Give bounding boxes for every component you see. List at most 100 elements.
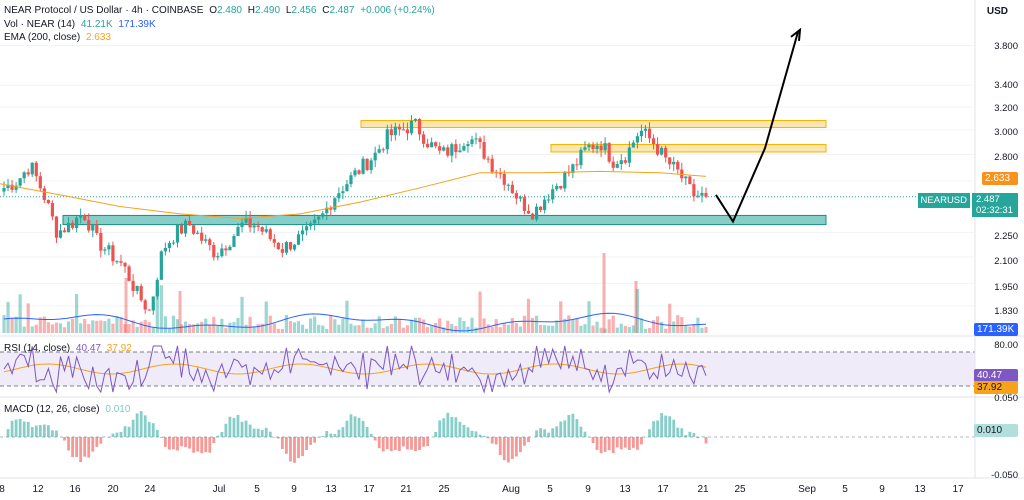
volume-bar: [83, 318, 87, 333]
candle-body: [75, 217, 79, 228]
resistance-zone: [550, 143, 827, 153]
candle-body: [651, 138, 656, 144]
volume-bar: [123, 324, 127, 333]
macd-histogram-bar: [454, 417, 458, 437]
volume-sma-line: [3, 312, 707, 332]
candle-body: [688, 176, 692, 185]
symbol-name: NEAR Protocol / US Dollar: [4, 5, 123, 16]
candle-body: [66, 222, 71, 233]
volume-bar: [619, 323, 623, 333]
macd-histogram-bar: [83, 437, 87, 457]
candle-body: [639, 130, 644, 137]
volume-bar: [178, 291, 182, 333]
price-tick: 1.830: [994, 306, 1018, 317]
volume-bar: [103, 321, 107, 333]
open-label: O: [209, 5, 217, 16]
volume-legend[interactable]: Vol · NEAR (14) 41.21K 171.39K: [4, 18, 159, 31]
macd-histogram-bar: [402, 437, 405, 447]
candle-body: [417, 118, 422, 135]
volume-bar: [655, 316, 660, 333]
symbol-legend[interactable]: NEAR Protocol / US Dollar · 4h · COINBASE …: [4, 5, 435, 16]
volume-bar: [204, 318, 208, 333]
volume-bar: [498, 327, 502, 333]
volume-bar: [438, 318, 442, 333]
volume-bar: [353, 325, 357, 333]
candle-body: [91, 224, 95, 231]
rsi-legend[interactable]: RSI (14, close) 40.47 37.92: [4, 342, 135, 355]
volume-bar: [345, 300, 349, 333]
macd-histogram-bar: [389, 437, 393, 452]
currency-label[interactable]: USD: [986, 6, 1008, 17]
resistance-zone: [360, 120, 827, 129]
macd-histogram-bar: [285, 437, 288, 454]
volume-bar: [321, 325, 325, 333]
candle-body: [50, 203, 55, 217]
macd-histogram-bar: [583, 431, 587, 437]
candle-body: [514, 193, 518, 199]
candle-body: [10, 184, 14, 190]
candle-body: [313, 219, 317, 224]
volume-bar: [543, 325, 547, 333]
macd-histogram-bar: [434, 431, 438, 437]
macd-histogram-bar: [341, 427, 345, 437]
volume-bar: [87, 324, 91, 333]
volume-bar: [200, 321, 204, 333]
candle-body: [643, 128, 648, 131]
macd-histogram-bar: [232, 418, 236, 437]
candle-body: [579, 149, 583, 166]
last-price-badge: NEARUSD 2.487 02:32:31: [917, 193, 1018, 217]
volume-bar: [627, 327, 631, 333]
candle-body: [680, 169, 684, 179]
ema-legend-label: EMA (200, close): [4, 32, 81, 43]
macd-histogram-bar: [297, 437, 300, 459]
time-tick: 13: [325, 484, 337, 495]
candle-body: [522, 197, 527, 211]
macd-histogram-bar: [309, 437, 313, 445]
candle-body: [147, 309, 151, 311]
volume-bar: [369, 327, 373, 333]
macd-histogram-bar: [22, 421, 26, 437]
volume-bar: [2, 315, 6, 333]
macd-histogram-bar: [623, 437, 627, 448]
candle-body: [143, 300, 147, 310]
macd-legend[interactable]: MACD (12, 26, close) 0.010: [4, 403, 133, 416]
candle-body: [18, 178, 22, 186]
candle-body: [139, 285, 143, 301]
candle-body: [256, 225, 260, 228]
macd-histogram-bar: [51, 430, 54, 437]
candle-body: [333, 198, 337, 210]
volume-bar: [639, 318, 644, 333]
macd-badge: 0.010: [974, 424, 1018, 437]
high-label: H: [247, 5, 256, 16]
macd-histogram-bar: [147, 421, 151, 437]
volume-bar: [143, 319, 147, 333]
volume-bar: [50, 324, 55, 333]
volume-bar: [651, 320, 656, 333]
candle-body: [696, 195, 700, 197]
candle-body: [490, 158, 494, 172]
macd-histogram-bar: [139, 411, 143, 437]
price-tick: 2.100: [994, 256, 1018, 267]
macd-histogram-bar: [353, 416, 357, 437]
volume-bar: [676, 315, 680, 333]
volume-bar: [325, 328, 329, 333]
volume-bar: [547, 325, 551, 333]
volume-bar: [704, 326, 708, 333]
candle-body: [551, 189, 555, 200]
candle-body: [676, 161, 680, 170]
volume-bar: [46, 322, 50, 333]
candle-body: [446, 147, 450, 156]
macd-histogram-bar: [111, 433, 115, 437]
macd-histogram-bar: [680, 428, 684, 437]
macd-histogram-bar: [361, 420, 365, 437]
volume-bar: [462, 320, 466, 333]
candle-body: [426, 143, 430, 148]
macd-histogram-bar: [551, 428, 555, 437]
macd-histogram-bar: [381, 437, 385, 452]
ema-legend[interactable]: EMA (200, close) 2.633: [4, 31, 114, 44]
macd-histogram-bar: [418, 437, 421, 451]
time-tick: Sep: [798, 484, 816, 495]
time-tick: 17: [363, 484, 375, 495]
volume-bar: [361, 319, 365, 333]
